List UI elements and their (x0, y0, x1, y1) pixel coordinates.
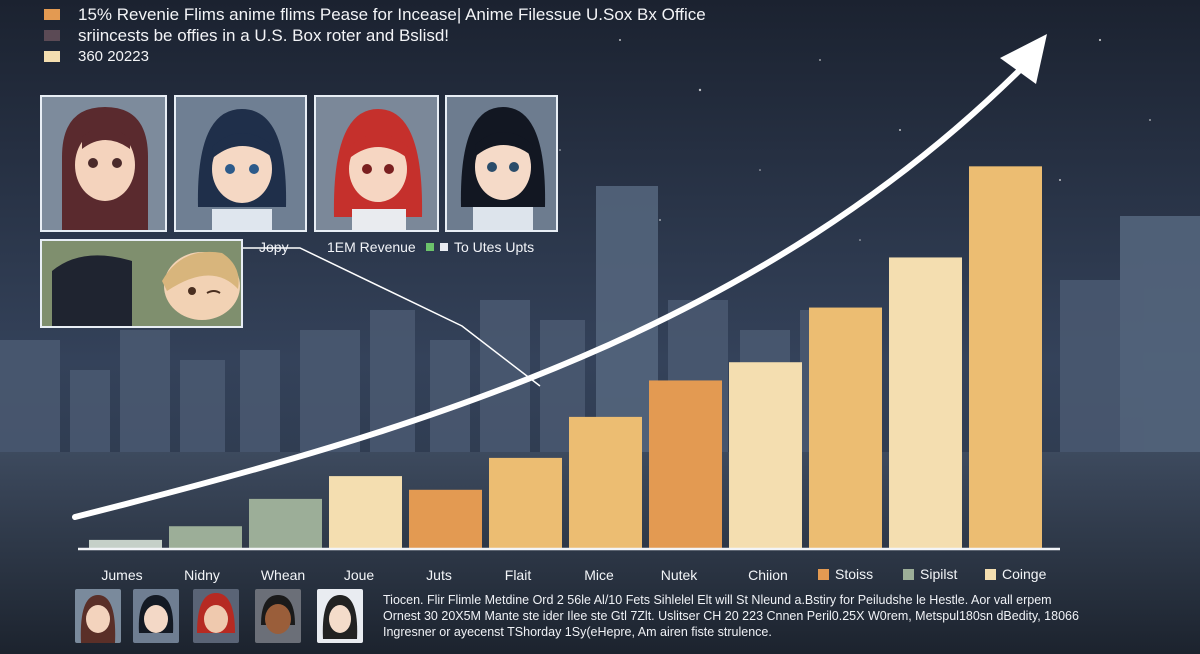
x-tick-label-nutek: Nutek (661, 567, 699, 583)
small-portrait-3 (193, 589, 239, 643)
bar-joue (329, 476, 402, 549)
chart-subtitle: sriincests be offies in a U.S. Box roter… (78, 25, 450, 45)
footnote-line-3: Ingresner or ayecenst TShorday 1Sy(eHepr… (383, 625, 772, 639)
character-portrait-4 (445, 95, 558, 232)
legend-swatch-1 (818, 568, 829, 580)
legend-label-3: Coinge (1002, 566, 1047, 582)
title-swatch-cream (44, 51, 60, 62)
bar-jumes (89, 539, 162, 549)
chart-title: 15% Revenie Flims anime flims Pease for … (78, 4, 706, 24)
callout-leader-line (242, 247, 541, 387)
footnote-line-2: Ornest 30 20X5M Mante ste ider Ilee ste … (383, 609, 1079, 623)
legend-swatch-3 (985, 568, 996, 580)
x-tick-label-whean: Whean (261, 567, 305, 583)
x-tick-label-mice: Mice (584, 567, 614, 583)
x-tick-label-flait: Flait (505, 567, 532, 583)
caption-revenue: 1EM Revenue (327, 239, 416, 255)
bar-chiion (729, 362, 802, 549)
footnote-text: Tiocen. Flir Flimle Metdine Ord 2 56le A… (383, 592, 1083, 640)
character-portrait-3 (314, 95, 439, 232)
bar-nutek (649, 380, 722, 549)
x-tick-label-jumes: Jumes (101, 567, 142, 583)
chart-date-line: 360 20223 (78, 48, 149, 65)
bar-mice (569, 416, 642, 549)
x-tick-label-joue: Joue (344, 567, 375, 583)
title-swatch-orange (44, 9, 60, 20)
x-tick-labels: Jumes Nidny Whean Joue Juts Flait Mice Nutek Chi… (101, 567, 787, 583)
bar-whean (249, 498, 322, 549)
chart-title-block: 15% Revenie Flims anime flims Pease for … (44, 4, 804, 67)
small-portrait-1 (75, 589, 121, 643)
legend-item-2: Sipilst (903, 566, 957, 582)
trend-arrowhead (1000, 34, 1047, 84)
revenue-marker-icon (426, 243, 434, 251)
character-portrait-2 (174, 95, 307, 232)
x-tick-label-chiion: Chiion (748, 567, 788, 583)
character-portrait-1 (40, 95, 167, 232)
small-portrait-2 (133, 589, 179, 643)
bar-juts (409, 489, 482, 549)
bar-coinge (969, 166, 1042, 550)
bars-group (89, 166, 1042, 550)
small-portrait-5 (317, 589, 363, 643)
legend-swatch-2 (903, 568, 914, 580)
legend-item-3: Coinge (985, 566, 1046, 582)
bar-nidny (169, 526, 242, 549)
title-swatch-dark (44, 30, 60, 41)
uptrend-marker-icon (440, 243, 448, 251)
bar-sipilst (889, 257, 962, 549)
small-portrait-4 (255, 589, 301, 643)
legend-label-2: Sipilst (920, 566, 958, 582)
x-tick-label-juts: Juts (426, 567, 452, 583)
bar-flait (489, 457, 562, 549)
growth-trend-arrow (72, 59, 1031, 520)
bar-stoiss (809, 307, 882, 549)
legend-item-1: Stoiss (818, 566, 873, 582)
character-portrait-5 (40, 239, 243, 328)
caption-jopy: Jopy (259, 239, 289, 255)
footnote-line-1: Tiocen. Flir Flimle Metdine Ord 2 56le A… (383, 593, 1052, 607)
x-tick-label-nidny: Nidny (184, 567, 220, 583)
caption-uptrend: To Utes Upts (454, 239, 535, 255)
legend-label-1: Stoiss (835, 566, 874, 582)
